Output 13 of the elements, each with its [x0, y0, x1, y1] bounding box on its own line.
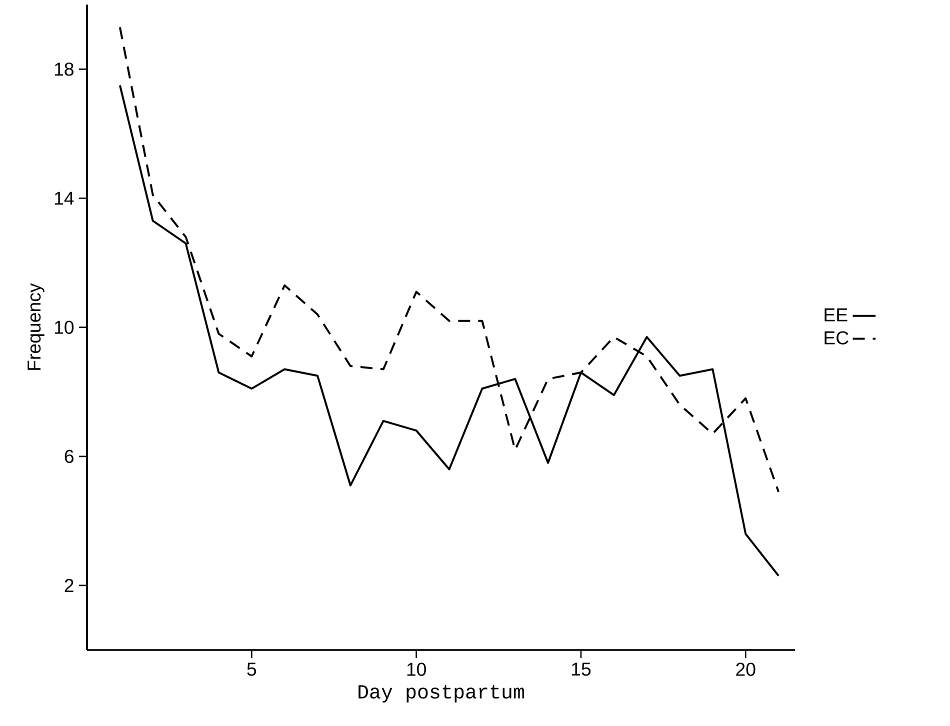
x-tick-label: 20 — [736, 662, 756, 676]
y-tick-label: 6 — [64, 450, 74, 464]
y-tick-label: 2 — [64, 578, 74, 592]
y-axis-title: Frequency — [28, 283, 44, 370]
x-tick-label: 10 — [407, 662, 426, 676]
y-tick-label: 10 — [54, 320, 74, 334]
legend-label: EE — [824, 308, 848, 322]
legend-label: EC — [824, 331, 848, 344]
x-axis-title: Day postpartum — [358, 685, 524, 703]
y-tick-label: 14 — [54, 192, 74, 205]
x-tick-label: 5 — [247, 662, 256, 676]
y-tick-label: 18 — [54, 62, 74, 76]
x-tick-label: 15 — [572, 662, 591, 676]
